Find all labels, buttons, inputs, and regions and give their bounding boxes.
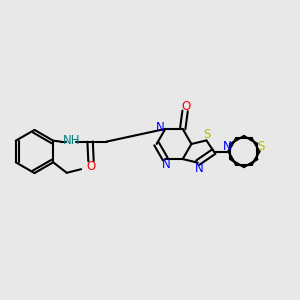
Text: NH: NH <box>62 134 80 147</box>
Text: O: O <box>181 100 190 112</box>
Text: N: N <box>156 121 165 134</box>
Text: S: S <box>204 128 211 142</box>
Text: O: O <box>86 160 96 173</box>
Text: N: N <box>222 140 231 153</box>
Text: N: N <box>162 158 171 171</box>
Text: N: N <box>195 162 204 175</box>
Text: S: S <box>257 140 265 153</box>
